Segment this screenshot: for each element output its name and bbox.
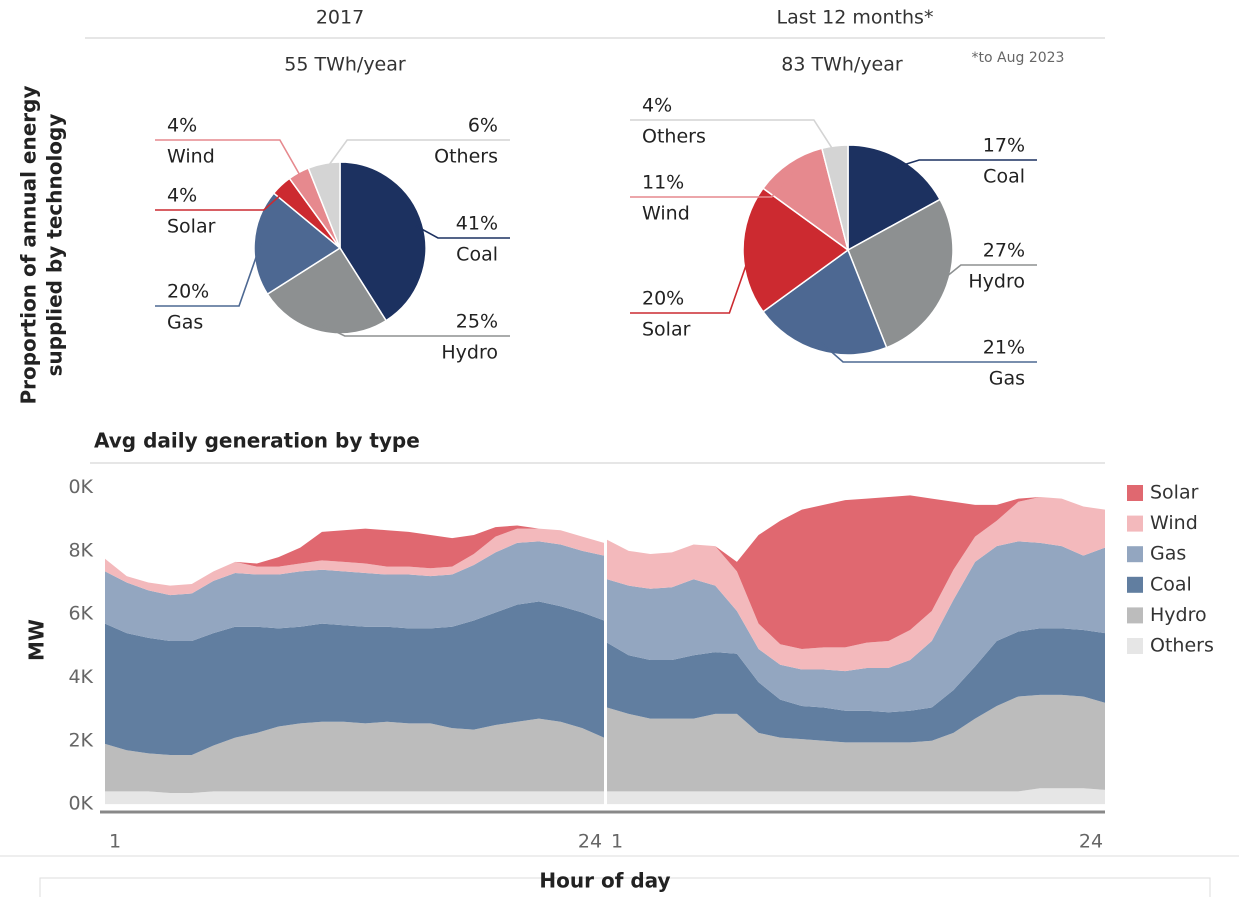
y-tick-label: 0K xyxy=(68,476,93,498)
y-tick-label: 8K xyxy=(68,539,93,561)
pie-slice xyxy=(847,198,954,349)
pie-slice xyxy=(762,248,888,356)
category-label: Hydro xyxy=(968,271,1025,293)
leader-line xyxy=(322,324,510,337)
pie-slice xyxy=(762,147,850,252)
x-tick-label: 1 xyxy=(109,831,121,853)
category-label: Hydro xyxy=(441,342,498,364)
leader-line xyxy=(630,119,837,155)
x-axis-label: Hour of day xyxy=(539,869,670,893)
legend-label: Gas xyxy=(1150,543,1186,565)
category-label: Solar xyxy=(642,319,691,341)
pie-subtitle: 83 TWh/year xyxy=(781,54,903,76)
data-label: 17% xyxy=(983,135,1025,157)
legend-swatch xyxy=(1127,638,1143,654)
y-tick-label: 4K xyxy=(68,666,93,688)
data-label: 6% xyxy=(468,115,498,137)
category-label: Gas xyxy=(167,312,203,334)
leader-line xyxy=(155,242,262,307)
area xyxy=(607,694,1105,792)
category-label: Wind xyxy=(642,203,690,225)
data-label: 11% xyxy=(642,172,684,194)
data-label: 27% xyxy=(983,240,1025,262)
leader-line xyxy=(630,249,753,314)
x-tick-label: 1 xyxy=(611,831,623,853)
area xyxy=(607,788,1105,805)
pie-subtitle: 55 TWh/year xyxy=(284,54,406,76)
pie-title: 2017 xyxy=(316,7,364,29)
area xyxy=(105,601,604,756)
data-label: 41% xyxy=(456,213,498,235)
leader-line xyxy=(938,264,1037,284)
leader-line xyxy=(896,159,1037,168)
category-label: Solar xyxy=(167,216,216,238)
y-axis-label: supplied by technology xyxy=(43,114,67,377)
legend-swatch xyxy=(1127,485,1143,501)
area xyxy=(607,628,1105,743)
footer-box xyxy=(39,877,1211,897)
y-tick-label: 6K xyxy=(68,603,93,625)
legend-swatch xyxy=(1127,607,1143,624)
legend-label: Solar xyxy=(1150,482,1199,504)
x-tick-label: 24 xyxy=(1079,831,1103,853)
note: *to Aug 2023 xyxy=(972,50,1065,66)
pie-slice xyxy=(820,144,849,251)
legend-label: Others xyxy=(1150,635,1214,657)
leader-line xyxy=(155,189,287,211)
data-label: 25% xyxy=(456,311,498,333)
category-label: Wind xyxy=(167,146,215,168)
leader-line xyxy=(324,139,510,171)
data-label: 4% xyxy=(642,95,672,117)
area xyxy=(105,791,604,805)
data-label: 20% xyxy=(167,281,209,303)
x-tick-label: 24 xyxy=(578,831,602,853)
legend-label: Coal xyxy=(1150,573,1192,595)
y-tick-label: 2K xyxy=(68,729,93,751)
area xyxy=(105,528,604,596)
category-label: Others xyxy=(434,146,498,168)
leader-line xyxy=(155,139,303,180)
area xyxy=(607,541,1105,713)
data-label: 4% xyxy=(167,185,197,207)
area xyxy=(607,496,1105,672)
y-axis-label: Proportion of annual energy xyxy=(17,85,41,404)
legend-swatch xyxy=(1127,546,1143,563)
data-label: 4% xyxy=(167,115,197,137)
leader-line xyxy=(630,169,795,198)
leader-line xyxy=(415,225,510,239)
y-tick-label: 0K xyxy=(68,793,93,815)
area xyxy=(607,495,1105,649)
category-label: Others xyxy=(642,126,706,148)
legend-label: Hydro xyxy=(1150,604,1207,626)
category-label: Coal xyxy=(456,244,498,266)
pie-slice xyxy=(253,192,342,296)
leader-line xyxy=(820,342,1037,363)
chart-title: Avg daily generation by type xyxy=(94,429,420,453)
legend-label: Wind xyxy=(1150,512,1198,534)
legend-swatch xyxy=(1127,515,1143,532)
y-axis-label: MW xyxy=(25,619,49,661)
data-label: 21% xyxy=(983,337,1025,359)
category-label: Gas xyxy=(989,368,1025,390)
category-label: Coal xyxy=(983,166,1025,188)
pie-slice xyxy=(847,144,942,252)
area xyxy=(105,541,604,642)
area xyxy=(105,525,604,586)
pie-slice xyxy=(307,161,341,249)
pie-slice xyxy=(266,246,388,335)
data-label: 20% xyxy=(642,288,684,310)
area xyxy=(105,718,604,794)
legend-swatch xyxy=(1127,576,1143,593)
pie-title: Last 12 months* xyxy=(777,7,934,29)
